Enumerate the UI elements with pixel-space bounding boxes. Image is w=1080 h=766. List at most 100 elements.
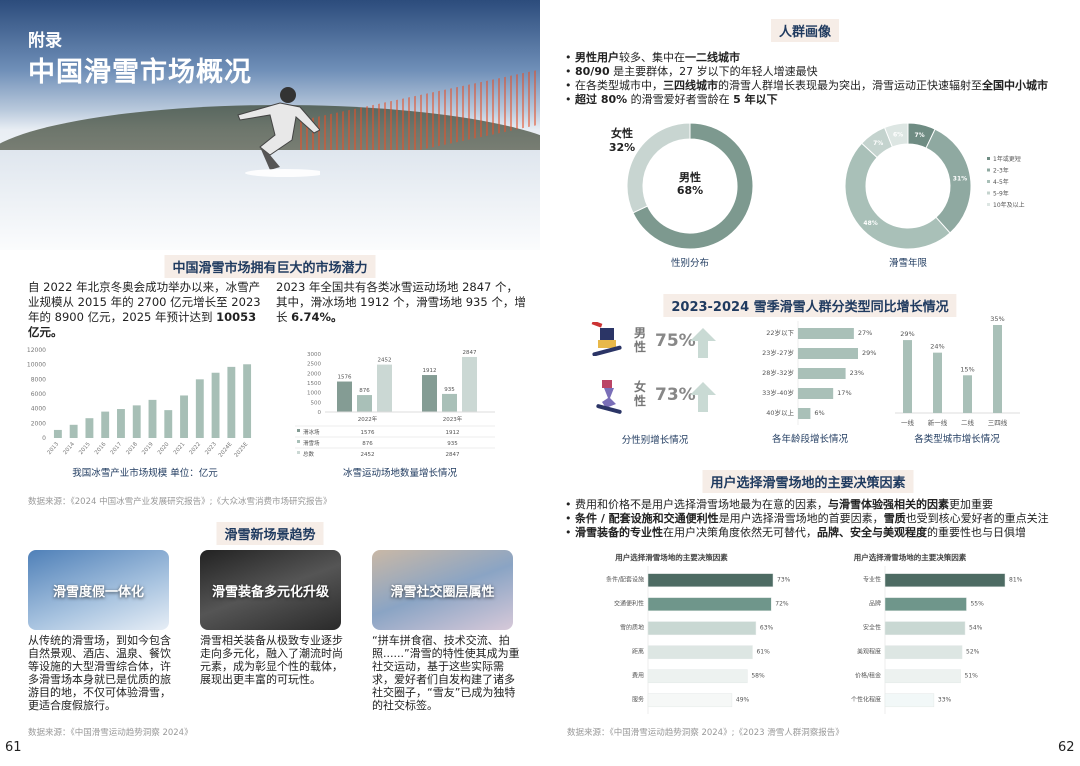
data-label: 54%: [969, 625, 983, 632]
bar: [117, 409, 125, 438]
bullet-item: 费用和价格不是用户选择滑雪场地最为在意的因素，与滑雪体验强相关的因素更加重要: [565, 498, 1077, 512]
bar: [647, 621, 757, 636]
bar: [993, 325, 1002, 413]
data-label: 27%: [858, 329, 872, 337]
emphasis-text: 三四线城市: [663, 79, 718, 92]
card-image-social: 滑雪社交圈层属性: [372, 550, 513, 630]
chart-title: 用户选择滑雪场地的主要决策因素: [854, 552, 967, 562]
legend-label: 滑冰场: [303, 428, 320, 436]
page-number: 62: [1058, 740, 1075, 755]
data-label: 58%: [751, 673, 765, 680]
bar: [53, 429, 62, 438]
legend-label: 滑雪场: [303, 439, 320, 447]
legend-swatch: [987, 168, 990, 172]
bar: [884, 693, 935, 708]
emphasis-text: 5 年以下: [733, 93, 778, 106]
bullet-item: 在各类型城市中，三四线城市的滑雪人群增长表现最为突出，滑雪运动正快速辐射至全国中…: [565, 79, 1077, 93]
table-cell: 1912: [446, 430, 460, 436]
emphasis-text: 一二线城市: [685, 51, 740, 64]
bar: [798, 348, 858, 359]
chart-caption: 分性别增长情况: [621, 435, 689, 446]
bar: [357, 395, 372, 412]
gender-label: 男性: [634, 326, 647, 354]
chart-title: 用户选择滑雪场地的主要决策因素: [615, 552, 728, 562]
data-label: 6%: [814, 409, 824, 417]
y-tick-label: 6000: [31, 391, 46, 398]
emphasis-text: 条件 / 配套设施和交通便利性: [575, 512, 719, 525]
y-tick-label: 3000: [307, 352, 321, 358]
legend-swatch: [987, 191, 990, 195]
legend-swatch: [297, 451, 300, 454]
bullet-item: 80/90 是主要群体，27 岁以下的年轻人增速最快: [565, 65, 1077, 79]
category-label: 专业性: [863, 576, 881, 584]
bar: [180, 395, 188, 438]
section-heading-market: 中国滑雪市场拥有巨大的市场潜力: [164, 255, 376, 278]
legend-label: 2-3年: [993, 167, 1009, 175]
legend-label: 总数: [303, 450, 315, 458]
y-tick-label: 2000: [31, 420, 46, 427]
bar: [963, 375, 972, 413]
text-segment: 费用和价格不是用户选择滑雪场地最为在意的因素，: [575, 498, 828, 511]
slice-label: 7%: [914, 132, 924, 139]
gender-label: 女性: [634, 380, 647, 408]
category-label: 安全性: [863, 624, 881, 632]
y-tick-label: 1000: [307, 391, 321, 397]
bar: [227, 366, 236, 438]
bar: [85, 418, 94, 438]
page-number: 61: [5, 740, 22, 755]
bullet-item: 条件 / 配套设施和交通便利性是用户选择滑雪场地的首要因素，雪质也受到核心爱好者…: [565, 512, 1077, 526]
y-tick-label: 0: [42, 435, 46, 442]
slice-name: 女性: [611, 126, 633, 140]
data-label: 2452: [378, 358, 392, 364]
bullet-item: 男性用户较多、集中在一二线城市: [565, 51, 1077, 65]
x-tick-label: 一线: [901, 418, 915, 427]
emphasis-text: 全国中小城市: [982, 79, 1048, 92]
text-segment: 的滑雪人群增长表现最为突出，滑雪运动正快速辐射至: [718, 79, 982, 92]
bar: [884, 669, 961, 684]
hero-photo: [0, 0, 540, 250]
y-tick-label: 12000: [27, 347, 46, 354]
x-tick-label: 2016: [94, 441, 108, 456]
market-paragraph: 自 2022 年北京冬奥会成功举办以来，冰雪产业规模从 2015 年的 2700…: [28, 280, 268, 340]
emphasis-text: 超过 80%: [575, 93, 628, 106]
bar: [798, 388, 834, 399]
bar: [884, 621, 966, 636]
factors-bullets: 费用和价格不是用户选择滑雪场地最为在意的因素，与滑雪体验强相关的因素更加重要条件…: [565, 498, 1077, 540]
x-tick-label: 新一线: [928, 418, 948, 427]
gender-growth: 男性 75% 女性 73%: [590, 322, 730, 422]
category-label: 40岁以上: [766, 408, 794, 417]
data-label: 33%: [938, 697, 952, 704]
bar: [798, 408, 811, 419]
text-segment: 更加重要: [949, 498, 993, 511]
card-image-resort: 滑雪度假一体化: [28, 550, 169, 630]
legend-label: 1年或更短: [993, 155, 1021, 163]
bar: [884, 645, 963, 660]
x-tick-label: 2019: [141, 441, 155, 456]
slice-label: 31%: [953, 176, 967, 183]
category-label: 28岁-32岁: [762, 368, 794, 377]
slice-value: 68%: [677, 184, 703, 197]
legend-swatch: [987, 180, 990, 183]
category-label: 33岁-40岁: [762, 388, 794, 397]
text-segment: 在用户决策角度依然无可替代，: [663, 526, 817, 539]
venues-chart: 0 500 1000 1500 2000 2500 3000 1576 876 2452 2022年…: [295, 350, 495, 479]
data-label: 55%: [970, 601, 984, 608]
gender-growth-value: 73%: [655, 385, 696, 405]
legend-swatch: [297, 429, 300, 432]
text-segment: 的重要性也与日俱增: [927, 526, 1026, 539]
y-tick-label: 0: [318, 410, 322, 416]
card-image-equipment: 滑雪装备多元化升级: [200, 550, 341, 630]
bar: [647, 573, 774, 588]
x-tick-label: 2025E: [234, 441, 250, 459]
data-label: 935: [444, 387, 455, 393]
data-label: 72%: [775, 601, 789, 608]
table-cell: 2452: [361, 452, 375, 458]
bar: [798, 368, 846, 379]
emphasis-text: 与滑雪体验强相关的因素: [828, 498, 949, 511]
x-tick-label: 2023年: [443, 415, 463, 423]
x-tick-label: 2013: [47, 441, 61, 456]
bar: [337, 381, 352, 412]
